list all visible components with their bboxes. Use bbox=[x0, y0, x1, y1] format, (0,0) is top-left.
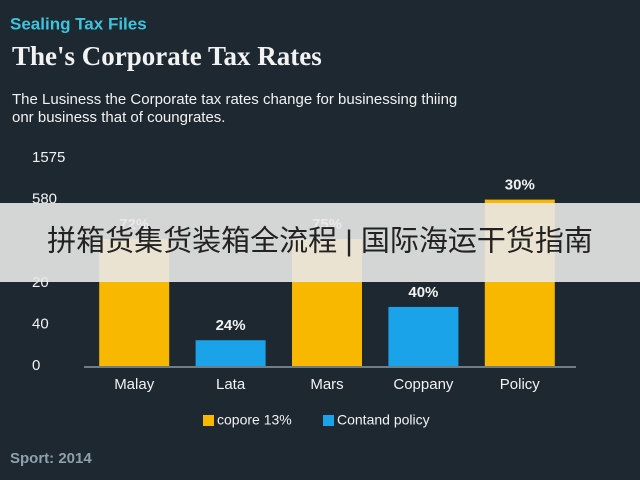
banner-bg bbox=[0, 203, 640, 282]
y-tick-label: 1575 bbox=[32, 149, 65, 166]
plot: 040205801575MalayLataMarsCoppanyPolicy72… bbox=[32, 149, 576, 428]
bar bbox=[195, 340, 266, 366]
legend-swatch bbox=[323, 415, 334, 426]
bar-annotation: 40% bbox=[408, 284, 438, 301]
y-tick-label: 0 bbox=[32, 357, 40, 374]
x-tick-label: Malay bbox=[114, 376, 155, 393]
legend-label: Contand policy bbox=[337, 412, 430, 428]
subtitle: The Lusiness the Corporate tax rates cha… bbox=[12, 91, 457, 108]
subtitle: onr business that of coungrates. bbox=[12, 109, 225, 126]
bar bbox=[388, 306, 459, 366]
bar-annotation: 30% bbox=[505, 177, 535, 194]
bar-annotation: 24% bbox=[216, 317, 246, 334]
legend-swatch bbox=[203, 415, 214, 426]
x-tick-label: Policy bbox=[500, 376, 541, 393]
kicker: Sealing Tax Files bbox=[10, 14, 147, 33]
x-tick-label: Lata bbox=[216, 376, 246, 393]
x-tick-label: Coppany bbox=[393, 376, 454, 393]
y-tick-label: 40 bbox=[32, 315, 49, 332]
banner-text: 拼箱货集货装箱全流程 | 国际海运干货指南 bbox=[47, 225, 593, 258]
legend-label: copore 13% bbox=[217, 412, 292, 428]
footer: Sport: 2014 bbox=[10, 450, 92, 467]
x-tick-label: Mars bbox=[310, 376, 343, 393]
chart-title: The's Corporate Tax Rates bbox=[12, 41, 322, 71]
